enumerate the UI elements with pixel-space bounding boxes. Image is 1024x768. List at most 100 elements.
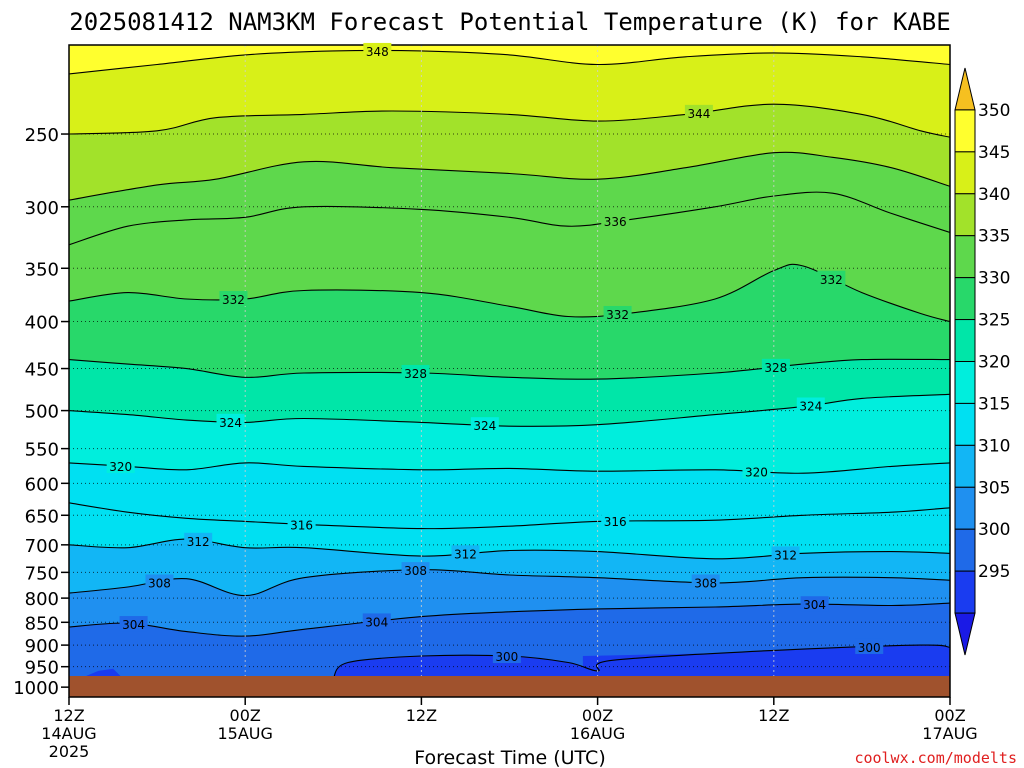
colorbar-block-6 [954,319,976,363]
colorbar-label-305: 305 [978,478,1010,498]
y-tick-label-900: 900 [25,636,59,657]
x-tick-label-0-2: 14AUG [41,724,96,743]
contour-label-348-0: 348 [366,45,389,59]
contour-316 [69,502,950,530]
colorbar-label-350: 350 [978,101,1010,121]
colorbar-block-9 [954,444,976,488]
contour-label-328-1: 328 [764,361,787,375]
colorbar-block-7 [954,361,976,404]
credit-text: coolwx.com/modelts [854,749,1017,767]
contour-label-316-0: 316 [290,518,313,532]
contour-label-bg-336-0 [601,213,630,229]
contour-label-312-1: 312 [454,547,477,561]
y-tick-label-650: 650 [25,506,59,527]
colorbar-block-2 [954,151,976,195]
contour-label-bg-304-0 [119,616,148,632]
plot-area [69,45,950,679]
contour-label-bg-344-0 [684,104,713,120]
contour-label-bg-332-0 [219,290,248,306]
contour-340 [69,151,950,201]
colorbar-block-3 [954,193,976,237]
colorbar-label-295: 295 [978,562,1010,582]
y-tick-label-1000: 1000 [13,678,59,699]
contour-label-320-1: 320 [745,465,768,479]
y-tick-label-450: 450 [25,360,59,381]
y-tick-label-850: 850 [25,613,59,634]
contour-344 [69,103,950,138]
contour-label-308-1: 308 [404,564,427,578]
contour-label-312-2: 312 [774,548,797,562]
contour-label-bg-328-0 [401,364,430,380]
contour-348 [69,49,950,75]
contour-label-bg-312-2 [771,546,800,562]
contour-label-304-0: 304 [122,618,145,632]
contour-label-304-2: 304 [803,598,826,612]
grid-lines [69,45,950,679]
band-below-300-pool [78,653,921,679]
x-tick-label-0-3: 2025 [49,742,90,761]
contour-label-336-0: 336 [604,215,627,229]
colorbar-label-310: 310 [978,436,1010,456]
contour-label-bg-332-1 [603,305,632,321]
contour-label-332-1: 332 [606,308,629,322]
colorbar-block-1 [954,109,976,153]
x-tick-label-60-1: 00Z [934,706,965,725]
contour-label-bg-316-0 [287,516,316,532]
colorbar-block-8 [954,402,976,446]
contour-label-328-0: 328 [404,367,427,381]
contour-labels: 300 300 304 304 304 308 308 308 312 312 312 316 316 3… [106,42,884,664]
contour-label-316-1: 316 [604,515,627,529]
colorbar-label-320: 320 [978,353,1010,373]
contour-label-bg-300-1 [855,638,884,654]
y-tick-label-400: 400 [25,313,59,334]
x-tick-label-36-2: 16AUG [570,724,625,743]
contour-label-324-1: 324 [473,419,496,433]
x-tick-label-24-1: 12Z [406,706,437,725]
contour-label-308-2: 308 [694,576,717,590]
x-axis-label: Forecast Time (UTC) [414,747,605,768]
contour-328 [69,358,950,380]
contour-label-bg-300-0 [492,648,521,664]
y-tick-label-600: 600 [25,474,59,495]
colorbar-bottom-arrow [954,612,976,656]
contour-label-bg-332-2 [817,270,846,286]
contour-label-bg-320-1 [742,463,771,479]
y-tick-label-250: 250 [25,125,59,146]
y-tick-label-550: 550 [25,440,59,461]
y-tick-label-950: 950 [25,658,59,679]
colorbar: 350 345 340 335 330 325 320 315 310 305 300 295 [954,67,1010,656]
contour-label-312-0: 312 [187,535,210,549]
contour-label-bg-308-1 [401,562,430,578]
y-tick-label-350: 350 [25,259,59,280]
colorbar-label-345: 345 [978,143,1010,163]
y-tick-label-300: 300 [25,198,59,219]
contour-label-bg-320-0 [106,457,135,473]
contour-label-320-0: 320 [109,460,132,474]
contour-label-bg-324-1 [470,417,499,433]
contour-label-bg-308-2 [691,574,720,590]
contour-label-bg-328-1 [761,358,790,374]
contour-label-bg-304-1 [362,613,391,629]
contour-label-324-0: 324 [219,416,242,430]
y-tick-label-800: 800 [25,589,59,610]
colorbar-label-325: 325 [978,311,1010,331]
y-tick-label-700: 700 [25,536,59,557]
plot-frame [68,44,951,698]
contour-label-332-0: 332 [222,293,245,307]
contour-308 [69,569,950,597]
contour-label-bg-316-1 [601,513,630,529]
colorbar-label-330: 330 [978,269,1010,289]
contour-label-304-1: 304 [365,615,388,629]
y-tick-label-500: 500 [25,402,59,423]
colorbar-block-12 [954,570,976,614]
contour-336 [69,191,950,246]
contour-label-bg-312-1 [451,545,480,561]
contour-label-bg-348-0 [363,42,392,58]
chart-title: 2025081412 NAM3KM Forecast Potential Tem… [69,8,950,36]
contour-label-bg-324-2 [796,397,825,413]
contour-label-bg-304-2 [800,596,829,612]
x-tick-label-12-1: 00Z [230,706,261,725]
colorbar-label-340: 340 [978,185,1010,205]
pressure-axis: 2503003504004505005506006507007508008509… [13,125,69,699]
